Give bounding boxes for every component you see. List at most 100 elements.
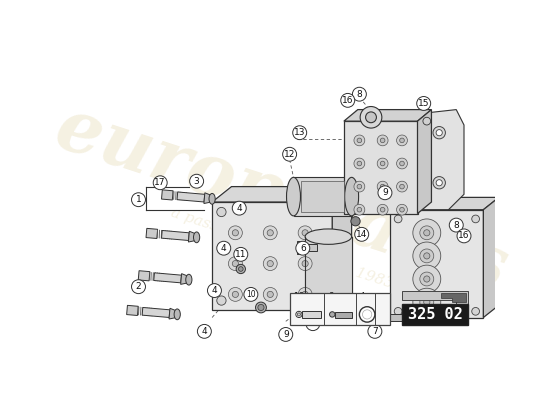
Circle shape [351,217,360,226]
Bar [298,241,304,254]
Text: 3: 3 [194,177,200,186]
Text: 4: 4 [201,327,207,336]
Circle shape [354,204,365,215]
Polygon shape [162,190,173,200]
Text: 13: 13 [294,128,305,137]
Polygon shape [180,274,189,284]
Circle shape [472,308,480,315]
Polygon shape [441,293,466,302]
Circle shape [397,204,408,215]
Circle shape [394,215,402,223]
Circle shape [397,158,408,169]
Text: 4: 4 [359,292,365,301]
Circle shape [190,174,203,188]
Bar [305,237,351,302]
Circle shape [436,180,442,186]
Polygon shape [138,271,150,281]
Text: 4: 4 [212,286,217,295]
Circle shape [217,296,226,305]
Text: 5: 5 [310,319,316,328]
Text: 7: 7 [372,327,378,336]
Circle shape [433,176,446,189]
Circle shape [377,158,388,169]
Text: 16: 16 [294,292,304,301]
Text: 1: 1 [136,195,141,204]
Circle shape [263,226,277,240]
Circle shape [302,260,308,267]
Circle shape [380,184,385,189]
Circle shape [317,207,327,217]
Circle shape [267,291,273,298]
Ellipse shape [209,194,215,204]
Circle shape [377,135,388,146]
Circle shape [368,324,382,338]
Circle shape [228,226,243,240]
Circle shape [400,138,404,143]
Polygon shape [162,230,189,240]
Polygon shape [126,305,138,316]
Circle shape [267,230,273,236]
Text: 9: 9 [283,330,289,339]
Circle shape [433,126,446,139]
Circle shape [341,94,355,107]
Text: 4: 4 [221,244,227,253]
Circle shape [354,181,365,192]
Circle shape [449,218,463,232]
Ellipse shape [194,232,200,243]
Circle shape [400,207,404,212]
Circle shape [354,135,365,146]
Polygon shape [344,110,431,121]
Ellipse shape [298,313,300,316]
Circle shape [298,288,312,301]
Bar [212,202,332,310]
Polygon shape [204,193,212,204]
Circle shape [263,257,277,270]
Circle shape [417,96,431,110]
Circle shape [298,226,312,240]
Circle shape [317,296,327,305]
Circle shape [366,112,376,123]
Circle shape [232,201,246,215]
Text: 2: 2 [136,282,141,291]
Circle shape [239,267,243,271]
Circle shape [424,276,430,282]
Circle shape [472,215,480,223]
Circle shape [413,219,441,247]
Circle shape [420,249,434,263]
Circle shape [354,158,365,169]
Text: europ parts: europ parts [47,92,516,304]
Circle shape [380,207,385,212]
Circle shape [197,324,211,338]
Circle shape [298,257,312,270]
Circle shape [420,272,434,286]
Ellipse shape [329,312,335,317]
Circle shape [357,138,362,143]
Bar [390,210,483,318]
Circle shape [232,291,239,298]
Circle shape [424,230,430,236]
Circle shape [357,184,362,189]
Circle shape [234,248,248,261]
Circle shape [377,181,388,192]
Circle shape [283,147,296,161]
Text: 10: 10 [246,290,256,299]
Circle shape [424,299,430,305]
Circle shape [424,253,430,259]
Circle shape [256,302,266,313]
Polygon shape [417,110,464,210]
Bar [301,181,344,212]
Bar [302,311,321,318]
Circle shape [362,310,372,319]
Circle shape [217,241,231,255]
Text: 16: 16 [458,231,470,240]
Circle shape [296,241,310,255]
Circle shape [413,288,441,316]
Text: 8: 8 [453,221,459,230]
Circle shape [420,226,434,240]
Circle shape [306,317,320,330]
Text: 11: 11 [235,250,246,259]
Text: 9: 9 [382,188,388,197]
Text: 4: 4 [236,204,242,213]
Polygon shape [154,273,182,283]
Polygon shape [332,186,351,310]
